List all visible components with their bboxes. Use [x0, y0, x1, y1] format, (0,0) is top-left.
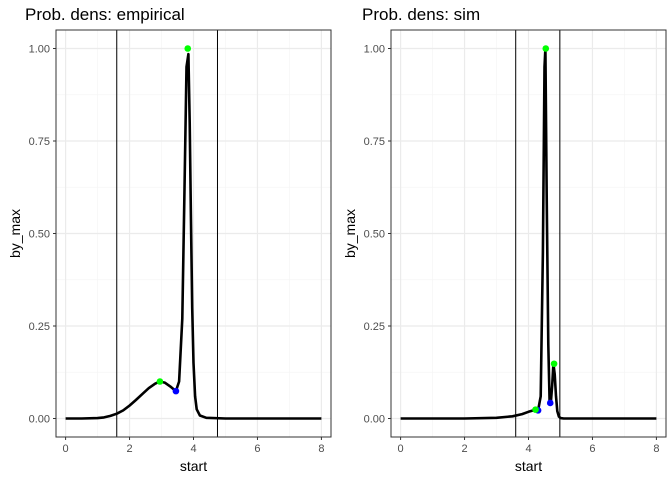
y-tick-label: 1.00	[29, 44, 50, 56]
x-tick-label: 6	[589, 443, 595, 455]
y-tick-label: 0.00	[364, 414, 385, 426]
panel-empirical: 0 2 4 6 8 0.00 0.25 0.50 0.75 1.00 Prob. dens: emp…	[7, 5, 332, 474]
x-tick-label: 0	[63, 443, 69, 455]
y-tick-label: 0.50	[364, 229, 385, 241]
y-tick-label: 0.25	[29, 321, 50, 333]
panel-title: Prob. dens: empirical	[25, 5, 185, 24]
y-tick-label: 0.50	[29, 229, 50, 241]
y-tick-label: 0.00	[29, 414, 50, 426]
local-maximum-point	[184, 45, 192, 52]
local-maximum-point	[550, 360, 558, 368]
local-maximum-point	[542, 45, 550, 52]
x-tick-label: 0	[398, 443, 404, 455]
y-tick-label: 0.75	[364, 136, 385, 148]
x-tick-label: 2	[126, 443, 132, 455]
local-minimum-point	[546, 399, 554, 407]
y-tick-label: 0.25	[364, 321, 385, 333]
x-tick-label: 2	[461, 443, 467, 455]
x-tick-label: 4	[190, 443, 196, 455]
x-tick-label: 6	[254, 443, 260, 455]
panel-title: Prob. dens: sim	[362, 5, 480, 24]
x-axis-title: start	[180, 458, 207, 474]
y-axis-title: by_max	[342, 209, 358, 258]
density-line	[65, 52, 322, 420]
x-tick-label: 8	[318, 443, 324, 455]
y-axis-title: by_max	[7, 209, 23, 258]
x-axis-title: start	[515, 458, 542, 474]
y-tick-label: 0.75	[29, 136, 50, 148]
local-maximum-point	[156, 378, 164, 385]
density-line	[400, 47, 657, 420]
x-tick-label: 8	[653, 443, 659, 455]
local-minimum-point	[172, 387, 180, 395]
x-tick-label: 4	[525, 443, 531, 455]
panel-sim: 0 2 4 6 8 0.00 0.25 0.50 0.75 1.00 Prob. dens: sim…	[342, 5, 667, 474]
local-maximum-point	[532, 406, 539, 413]
y-tick-label: 1.00	[364, 44, 385, 56]
